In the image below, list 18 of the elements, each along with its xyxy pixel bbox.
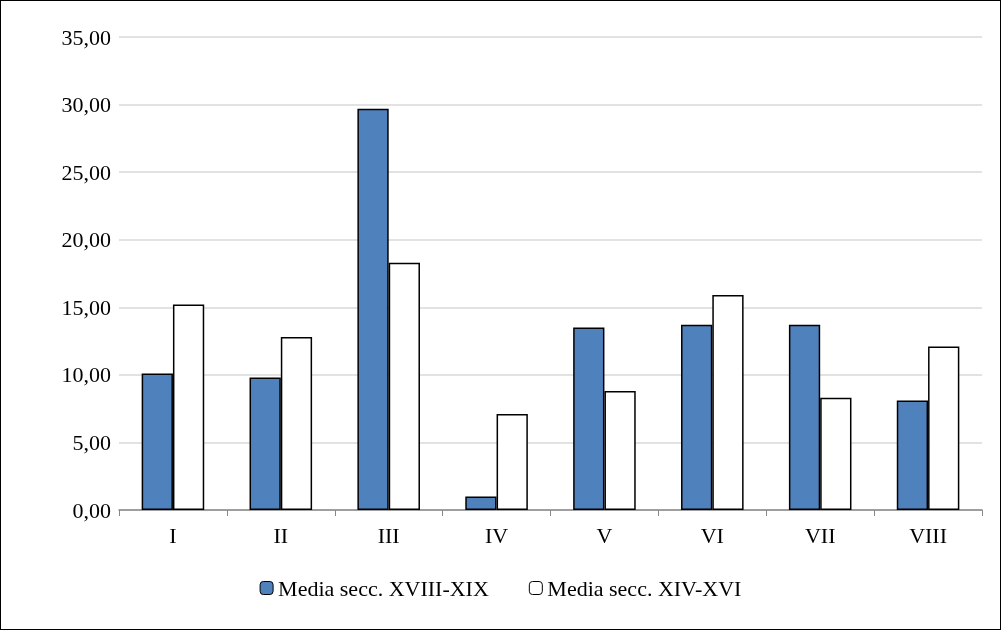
x-tick-label: II — [273, 522, 289, 548]
x-tick-label: IV — [484, 522, 509, 548]
y-tick-label: 25,00 — [61, 159, 111, 185]
y-tick-label: 5,00 — [72, 429, 111, 455]
x-tick-label: VII — [804, 522, 836, 548]
x-tick-label: VI — [700, 522, 724, 548]
y-tick-label: 35,00 — [61, 24, 111, 50]
x-tick-label: V — [596, 522, 613, 548]
x-tick-label: I — [169, 522, 177, 548]
x-tick-label: III — [377, 522, 400, 548]
y-tick-label: 0,00 — [72, 497, 111, 523]
y-tick-label: 30,00 — [61, 92, 111, 118]
legend-label: Media secc. XVIII-XIX — [278, 575, 489, 601]
y-tick-label: 20,00 — [61, 227, 111, 253]
y-tick-label: 10,00 — [61, 362, 111, 388]
x-tick-label: VIII — [909, 522, 947, 548]
legend-label: Media secc. XIV-XVI — [547, 575, 742, 601]
y-tick-label: 15,00 — [61, 294, 111, 320]
